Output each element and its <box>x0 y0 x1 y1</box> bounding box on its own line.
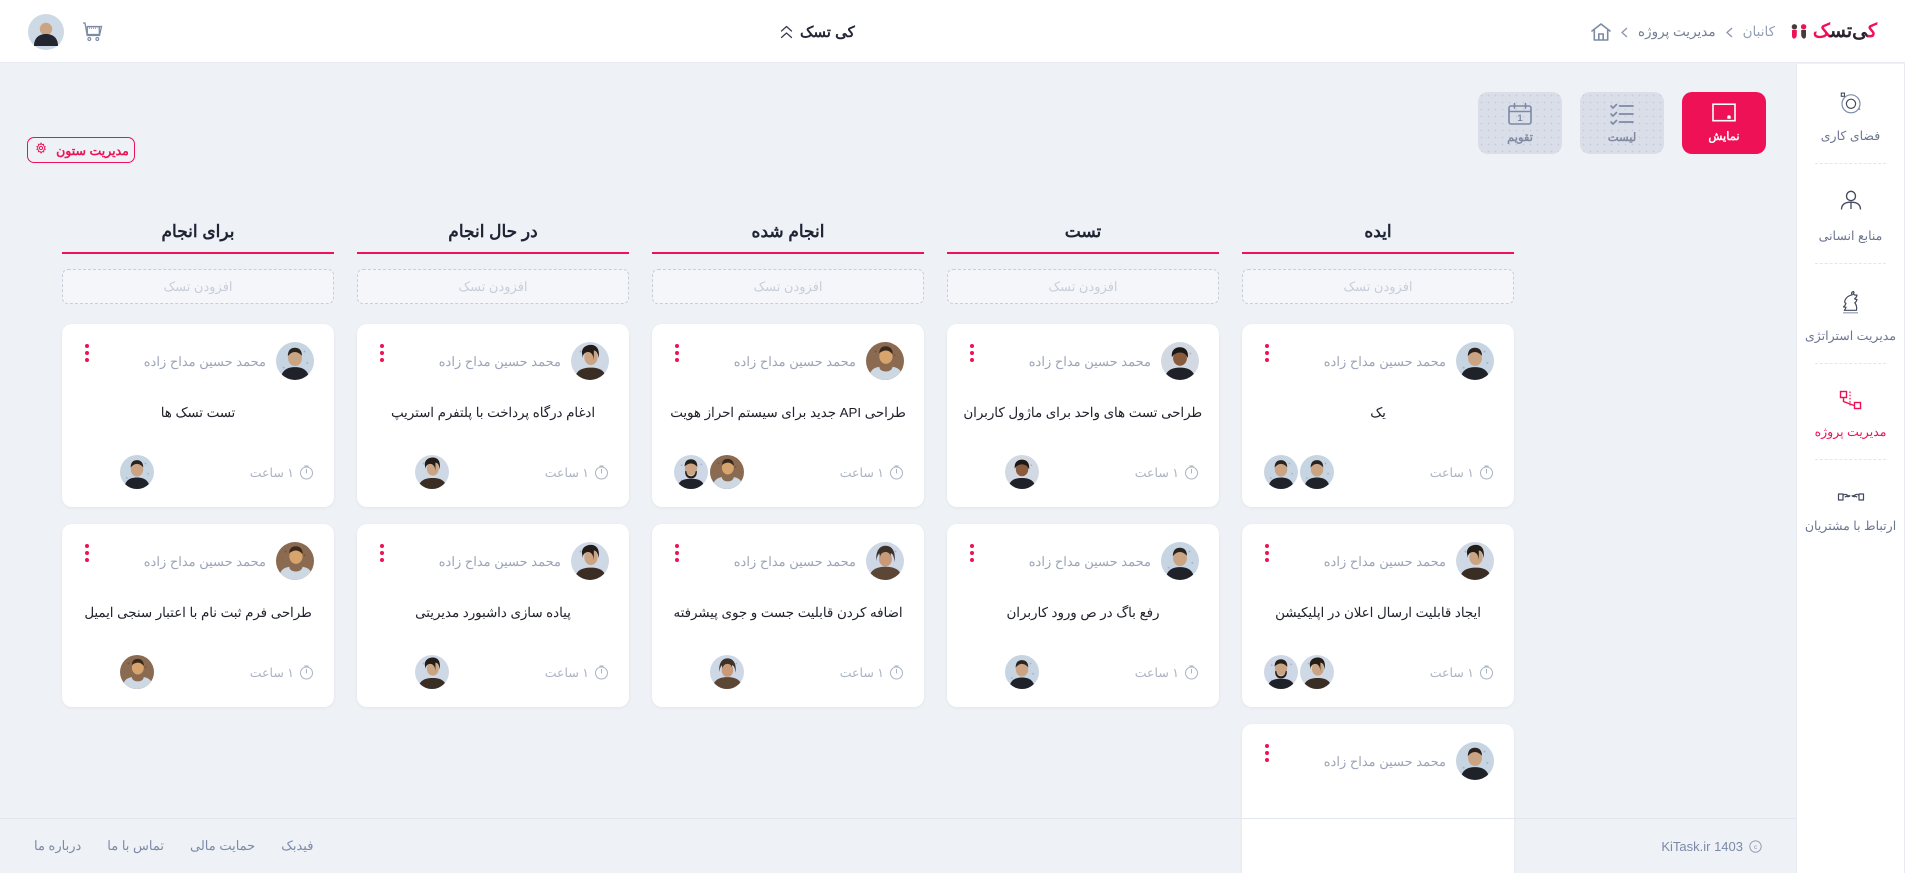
svg-text:c: c <box>1754 844 1758 851</box>
